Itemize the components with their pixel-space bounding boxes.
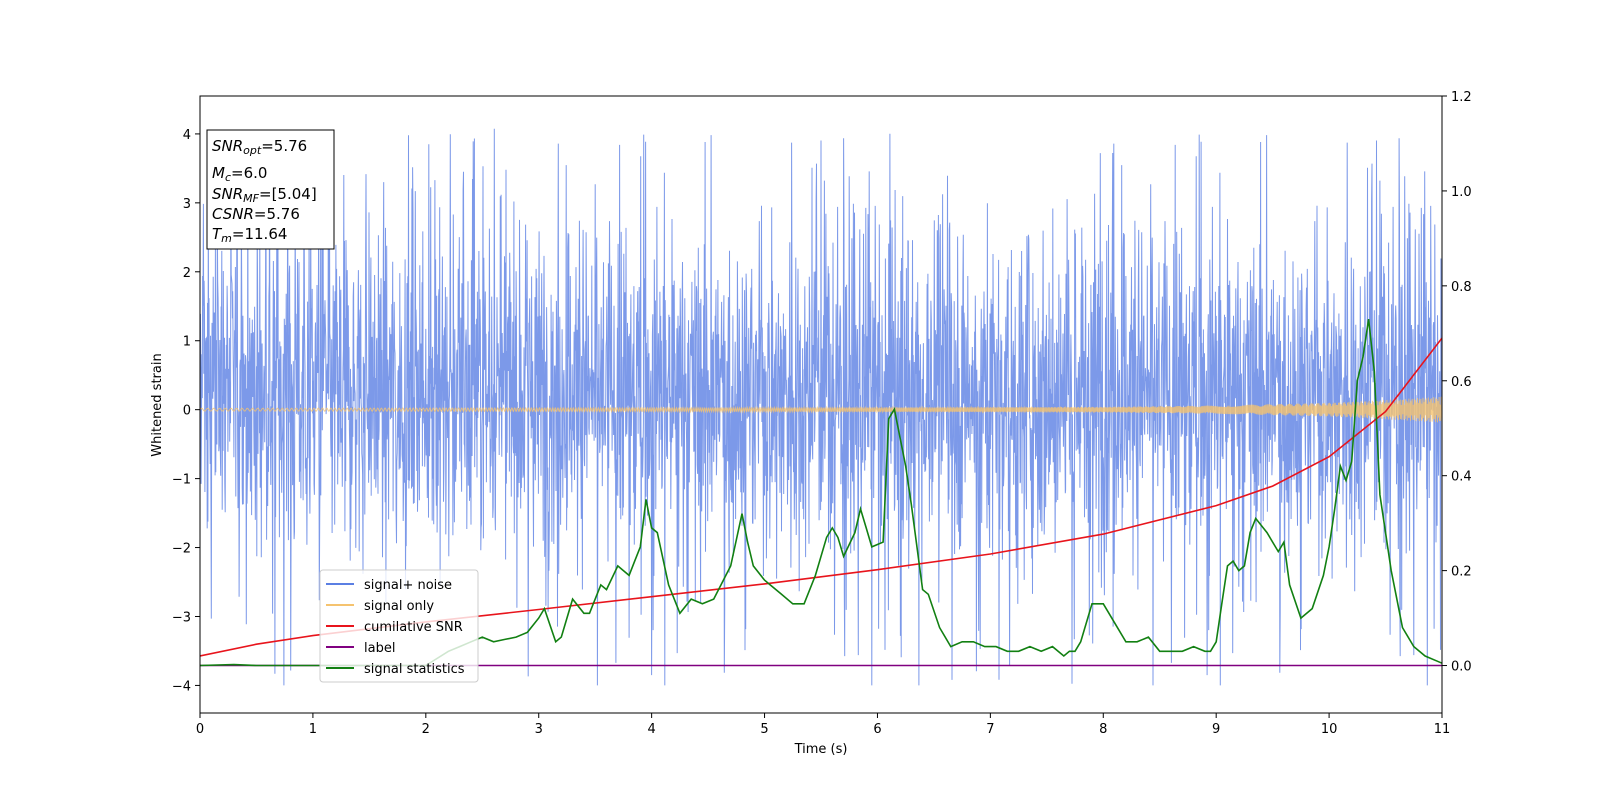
y-tick-label: −3 <box>172 610 191 625</box>
y-tick-label: −4 <box>172 679 191 694</box>
x-tick-label: 6 <box>873 722 881 737</box>
info-box: SNRopt=5.76 Mc=6.0 SNRMF=[5.04] CSNR=5.7… <box>206 129 335 250</box>
x-tick-label: 1 <box>309 722 317 737</box>
plot-frame <box>199 95 1443 714</box>
x-tick-label: 4 <box>647 722 655 737</box>
signal-only-line <box>200 396 1442 423</box>
y2-tick-label: 1.0 <box>1451 185 1472 200</box>
legend-label-signal-only: signal only <box>364 599 434 614</box>
signal-noise-line <box>200 128 1442 686</box>
x-tick-label: 10 <box>1321 722 1338 737</box>
y-axis-label: Whitened strain <box>150 353 165 456</box>
info-csnr: CSNR=5.76 <box>212 205 300 223</box>
y-tick-label: 2 <box>183 266 191 281</box>
info-box-frame <box>206 129 335 250</box>
x-tick-label: 0 <box>196 722 204 737</box>
x-tick-label: 11 <box>1434 722 1451 737</box>
y2-tick-label: 0.2 <box>1451 565 1472 580</box>
legend-label-label: label <box>364 641 395 656</box>
x-axis-label: Time (s) <box>794 742 848 757</box>
info-mc: Mc=6.0 <box>212 164 267 184</box>
legend-frame <box>319 569 479 683</box>
axes-layer: 0 1 2 3 4 5 6 7 8 9 10 1143210−1−2−3−41.21.00.80.60… <box>172 90 1472 737</box>
x-tick-label: 2 <box>422 722 430 737</box>
legend-label-signal-noise: signal+ noise <box>364 578 452 593</box>
x-tick-label: 3 <box>535 722 543 737</box>
x-tick-label: 5 <box>760 722 768 737</box>
y-tick-label: 4 <box>183 128 191 143</box>
y2-tick-label: 0.0 <box>1451 660 1472 675</box>
legend: signal+ noise signal only cumilative SNR… <box>319 569 479 683</box>
legend-label-signal-statistics: signal statistics <box>364 662 465 677</box>
y-tick-label: −1 <box>172 473 191 488</box>
y-tick-label: 1 <box>183 335 191 350</box>
y-tick-label: 0 <box>183 404 191 419</box>
legend-label-cumulative-snr: cumilative SNR <box>364 620 463 635</box>
info-snr-mf: SNRMF=[5.04] <box>212 185 317 205</box>
y-tick-label: 3 <box>183 197 191 212</box>
info-tm: Tm=11.64 <box>212 225 287 245</box>
signal-statistics-line <box>200 318 1442 667</box>
y2-tick-label: 0.8 <box>1451 280 1472 295</box>
y2-tick-label: 0.6 <box>1451 375 1472 390</box>
x-tick-label: 9 <box>1212 722 1220 737</box>
y2-tick-label: 1.2 <box>1451 90 1472 105</box>
x-tick-label: 8 <box>1099 722 1107 737</box>
info-snr-opt: SNRopt=5.76 <box>212 137 307 157</box>
x-tick-label: 7 <box>986 722 994 737</box>
y2-tick-label: 0.4 <box>1451 470 1472 485</box>
y-tick-label: −2 <box>172 542 191 557</box>
